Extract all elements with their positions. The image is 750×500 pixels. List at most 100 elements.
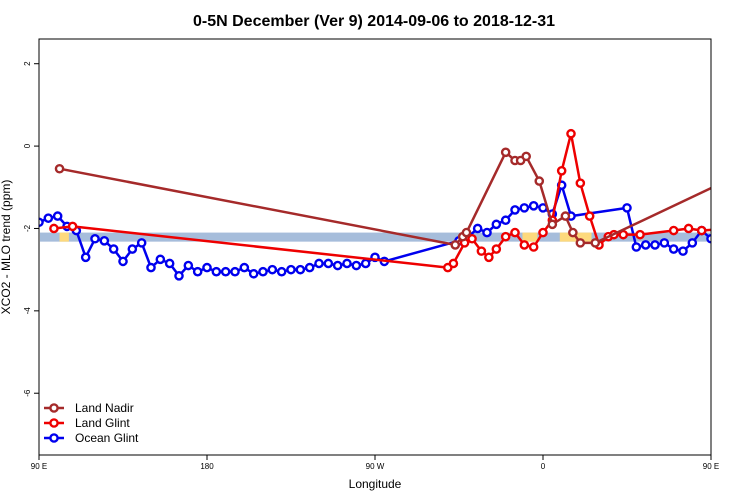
x-axis: 90 E 180 90 W 0 90 E: [31, 455, 719, 471]
ocean-glint-point: [118, 256, 128, 267]
ocean-glint-point: [726, 221, 733, 228]
ocean-glint-point: [314, 258, 324, 269]
ocean-glint-point: [706, 233, 711, 244]
land-glint-point: [566, 128, 576, 139]
x-tick-label: 90 W: [366, 462, 385, 471]
ocean-glint-point: [342, 258, 352, 269]
y-tick-label: 0: [23, 143, 32, 148]
ocean-glint-point: [519, 203, 530, 213]
ocean-glint-point: [239, 262, 250, 273]
ocean-glint-point: [52, 211, 63, 221]
y-tick-label: 2: [23, 61, 32, 66]
ocean-glint-point: [211, 266, 222, 277]
y-tick-label: -4: [23, 307, 32, 315]
ocean-glint-point: [304, 262, 315, 273]
land-glint-point: [49, 223, 59, 234]
land-glint-point: [519, 240, 530, 250]
land-glint-point: [696, 225, 707, 236]
land-nadir-point: [568, 227, 578, 238]
ocean-glint-point: [659, 238, 670, 248]
ocean-glint-point: [668, 244, 679, 254]
y-tick-label: -2: [23, 224, 32, 232]
ocean-band: [40, 232, 710, 242]
ocean-glint-point: [323, 258, 334, 269]
ocean-glint-point: [735, 215, 742, 222]
ocean-glint-point: [202, 262, 212, 273]
series-layer: [39, 128, 750, 281]
land-nadir-point: [560, 211, 571, 221]
legend-marker-land-nadir: [49, 403, 59, 413]
legend-marker-land-glint: [49, 418, 59, 428]
land-glint-point: [538, 227, 548, 238]
ocean-glint-point: [258, 266, 268, 277]
ocean-glint-point: [286, 264, 296, 275]
x-axis-label: Longitude: [349, 477, 402, 491]
ocean-glint-point: [717, 219, 724, 226]
ocean-glint-point: [640, 240, 651, 250]
ocean-glint-point: [491, 219, 502, 230]
ocean-glint-point: [500, 215, 511, 226]
ocean-glint-point: [136, 238, 147, 248]
ocean-glint-point: [332, 260, 343, 271]
ocean-glint-point: [528, 201, 539, 211]
land-nadir-line: [59, 151, 711, 247]
ocean-glint-point: [276, 266, 287, 277]
ocean-glint-point: [127, 244, 138, 254]
ocean-glint-point: [650, 240, 660, 250]
land-nadir-point: [547, 219, 558, 230]
ocean-glint-point: [164, 258, 175, 269]
land-nadir-point: [54, 163, 65, 174]
ocean-glint-point: [745, 213, 750, 220]
legend-label-land-nadir: Land Nadir: [75, 401, 134, 415]
ocean-glint-point: [43, 213, 54, 223]
y-tick-label: -6: [23, 389, 32, 397]
ocean-glint-point: [482, 227, 492, 238]
land-nadir-point: [590, 238, 601, 248]
x-tick-label: 180: [200, 462, 214, 471]
ocean-glint-point: [183, 260, 194, 271]
chart-title: 0-5N December (Ver 9) 2014-09-06 to 2018…: [193, 13, 555, 30]
ocean-glint-point: [220, 266, 231, 277]
ocean-glint-point: [622, 203, 632, 213]
legend-marker-ocean-glint: [49, 433, 59, 443]
ocean-glint-point: [146, 262, 156, 273]
land-glint-point: [484, 252, 494, 263]
land-glint-point: [635, 229, 645, 240]
land-glint-point: [476, 246, 487, 256]
ocean-glint-point: [174, 271, 184, 281]
land-nadir-point: [575, 238, 586, 248]
ocean-glint-point: [295, 264, 306, 275]
y-axis-label: XCO2 - MLO trend (ppm): [0, 180, 13, 315]
land-glint-point: [683, 223, 694, 234]
land-glint-point: [556, 166, 567, 176]
ocean-glint-point: [267, 264, 278, 275]
y-axis: 2 0 -2 -4 -6: [23, 61, 39, 397]
land-glint-point: [584, 211, 595, 221]
ocean-glint-point: [99, 236, 110, 246]
land-glint-point: [448, 258, 459, 269]
land-band-segment: [59, 232, 69, 242]
ocean-glint-point: [472, 223, 483, 234]
x-tick-label: 90 E: [703, 462, 719, 471]
land-nadir-point: [450, 240, 461, 250]
land-nadir-series: [54, 147, 711, 250]
ocean-glint-point: [248, 268, 259, 279]
land-glint-point: [726, 225, 733, 232]
ocean-glint-point: [155, 254, 166, 265]
ocean-glint-point: [90, 233, 100, 244]
land-glint-point: [528, 242, 539, 252]
land-nadir-point: [534, 176, 545, 186]
land-glint-point: [491, 244, 502, 254]
ocean-glint-series: [39, 180, 750, 281]
x-tick-label: 0: [541, 462, 546, 471]
legend-label-land-glint: Land Glint: [75, 416, 130, 430]
ocean-glint-point: [510, 205, 520, 215]
x-tick-label: 90 E: [31, 462, 47, 471]
legend-label-ocean-glint: Ocean Glint: [75, 431, 139, 445]
ocean-glint-point: [678, 246, 688, 256]
ocean-glint-point: [351, 260, 362, 271]
land-nadir-point: [521, 151, 532, 162]
land-glint-point: [668, 225, 679, 236]
